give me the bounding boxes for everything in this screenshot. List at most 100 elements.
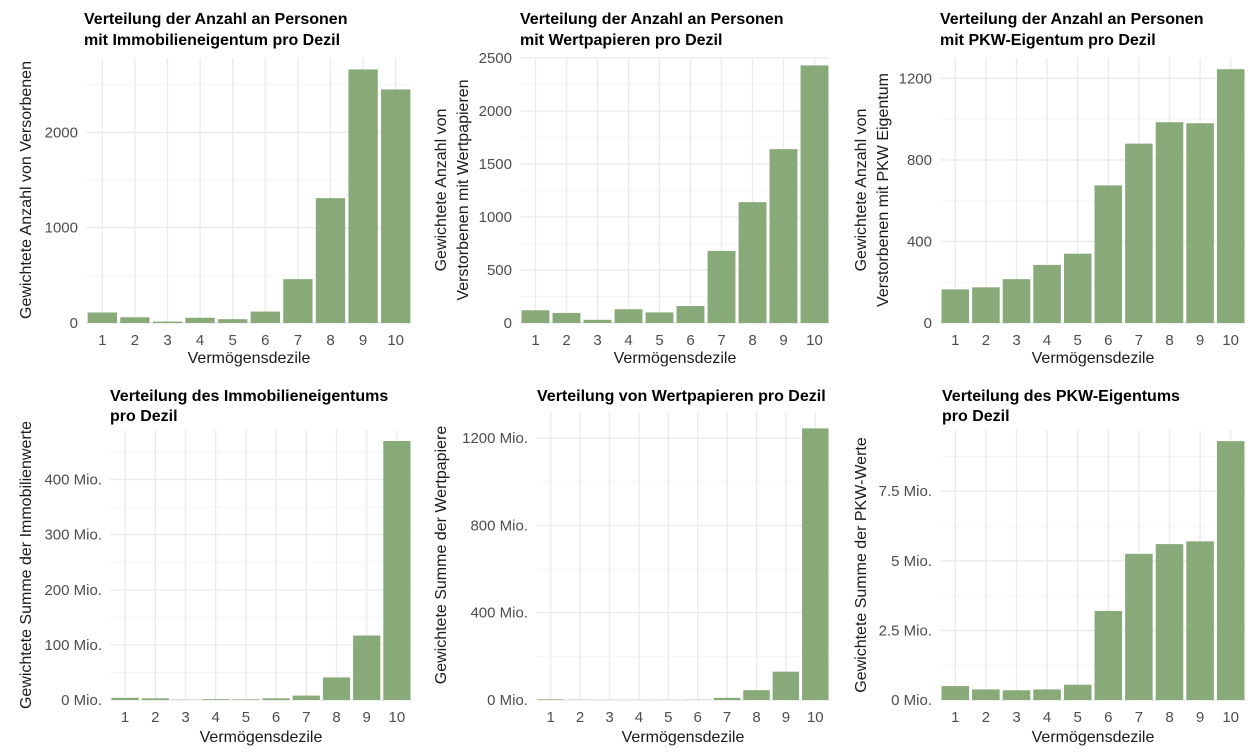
- bar: [88, 313, 117, 323]
- x-tick-label: 1: [951, 332, 959, 349]
- x-tick-label: 8: [1165, 332, 1173, 349]
- bar: [112, 698, 139, 700]
- bar: [1064, 685, 1092, 700]
- bar: [972, 287, 1000, 323]
- bar: [185, 318, 214, 323]
- x-tick-label: 7: [1135, 332, 1143, 349]
- bar: [522, 310, 550, 323]
- bar: [1003, 690, 1031, 700]
- chart-title: pro Dezil: [110, 408, 178, 425]
- y-tick-label: 0 Mio.: [487, 692, 528, 709]
- y-axis-label: Gewichtete Summe der Immobilienwerte: [18, 421, 35, 709]
- bar: [972, 689, 1000, 700]
- x-tick-label: 5: [1074, 709, 1082, 726]
- x-tick-label: 1: [531, 332, 539, 349]
- x-tick-label: 10: [387, 332, 404, 349]
- x-tick-label: 3: [593, 332, 601, 349]
- y-tick-label: 0 Mio.: [61, 692, 102, 709]
- bar: [677, 306, 705, 323]
- x-tick-label: 6: [261, 332, 269, 349]
- x-tick-label: 7: [302, 709, 310, 726]
- x-tick-label: 9: [359, 332, 367, 349]
- x-tick-label: 3: [181, 709, 189, 726]
- chart-title: mit Wertpapieren pro Dezil: [520, 32, 722, 49]
- bar: [584, 320, 612, 323]
- x-tick-label: 2: [131, 332, 139, 349]
- chart-title: Verteilung des Immobilieneigentums: [110, 388, 388, 405]
- y-tick-label: 2000: [45, 124, 78, 141]
- bar: [801, 65, 829, 323]
- bar: [120, 317, 149, 323]
- bar: [1125, 144, 1153, 323]
- x-tick-label: 6: [272, 709, 280, 726]
- x-tick-label: 6: [694, 709, 702, 726]
- x-tick-label: 10: [1222, 332, 1239, 349]
- x-tick-label: 4: [196, 332, 204, 349]
- bar: [1064, 254, 1092, 323]
- x-tick-label: 8: [752, 709, 760, 726]
- bar: [714, 698, 740, 700]
- x-tick-label: 3: [163, 332, 171, 349]
- x-tick-label: 10: [1222, 709, 1239, 726]
- bar: [1186, 541, 1214, 700]
- bar: [1095, 611, 1123, 700]
- bar: [348, 69, 377, 323]
- bar: [381, 89, 410, 323]
- chart-title: Verteilung der Anzahl an Personen: [940, 11, 1203, 28]
- y-axis-label: Gewichtete Anzahl von: [433, 109, 450, 272]
- x-tick-label: 3: [605, 709, 613, 726]
- x-tick-label: 1: [98, 332, 106, 349]
- bar: [1033, 265, 1061, 323]
- x-tick-label: 3: [1012, 709, 1020, 726]
- bar: [646, 312, 674, 323]
- x-tick-label: 2: [982, 332, 990, 349]
- y-tick-label: 2000: [479, 103, 512, 120]
- y-tick-label: 1200 Mio.: [462, 430, 528, 447]
- bar: [802, 428, 828, 700]
- x-tick-label: 2: [982, 709, 990, 726]
- y-tick-label: 0: [924, 315, 932, 332]
- x-tick-label: 4: [635, 709, 643, 726]
- y-tick-label: 0 Mio.: [891, 692, 932, 709]
- y-tick-label: 0: [70, 315, 78, 332]
- y-tick-label: 400: [907, 233, 932, 250]
- x-tick-label: 5: [1074, 332, 1082, 349]
- bar: [323, 677, 350, 700]
- bar: [251, 312, 280, 323]
- bar: [316, 198, 345, 323]
- bar: [773, 672, 799, 700]
- y-tick-label: 100 Mio.: [44, 637, 102, 654]
- x-tick-label: 6: [1104, 332, 1112, 349]
- bar: [1156, 544, 1184, 700]
- x-tick-label: 7: [1135, 709, 1143, 726]
- x-tick-label: 4: [1043, 709, 1051, 726]
- x-tick-label: 5: [242, 709, 250, 726]
- bar: [1217, 69, 1245, 323]
- x-tick-label: 9: [782, 709, 790, 726]
- chart-title: mit Immobilieneigentum pro Dezil: [84, 32, 340, 49]
- bar: [1095, 185, 1123, 323]
- y-tick-label: 800 Mio.: [470, 517, 528, 534]
- x-axis-label: Vermögensdezile: [622, 729, 745, 746]
- x-axis-label: Vermögensdezile: [1032, 729, 1155, 746]
- x-tick-label: 9: [363, 709, 371, 726]
- bar: [1217, 441, 1245, 700]
- x-tick-label: 2: [562, 332, 570, 349]
- y-tick-label: 1500: [479, 156, 512, 173]
- y-tick-label: 400 Mio.: [470, 605, 528, 622]
- chart-title: Verteilung von Wertpapieren pro Dezil: [537, 388, 826, 405]
- bar: [553, 313, 581, 323]
- y-tick-label: 500: [487, 262, 512, 279]
- y-tick-label: 400 Mio.: [44, 472, 102, 489]
- y-axis-label: Gewichtete Anzahl von Versorbenen: [18, 61, 35, 319]
- x-tick-label: 7: [294, 332, 302, 349]
- y-tick-label: 1000: [479, 209, 512, 226]
- y-tick-label: 300 Mio.: [44, 527, 102, 544]
- bar: [283, 279, 312, 323]
- x-tick-label: 6: [686, 332, 694, 349]
- bar: [1003, 279, 1031, 323]
